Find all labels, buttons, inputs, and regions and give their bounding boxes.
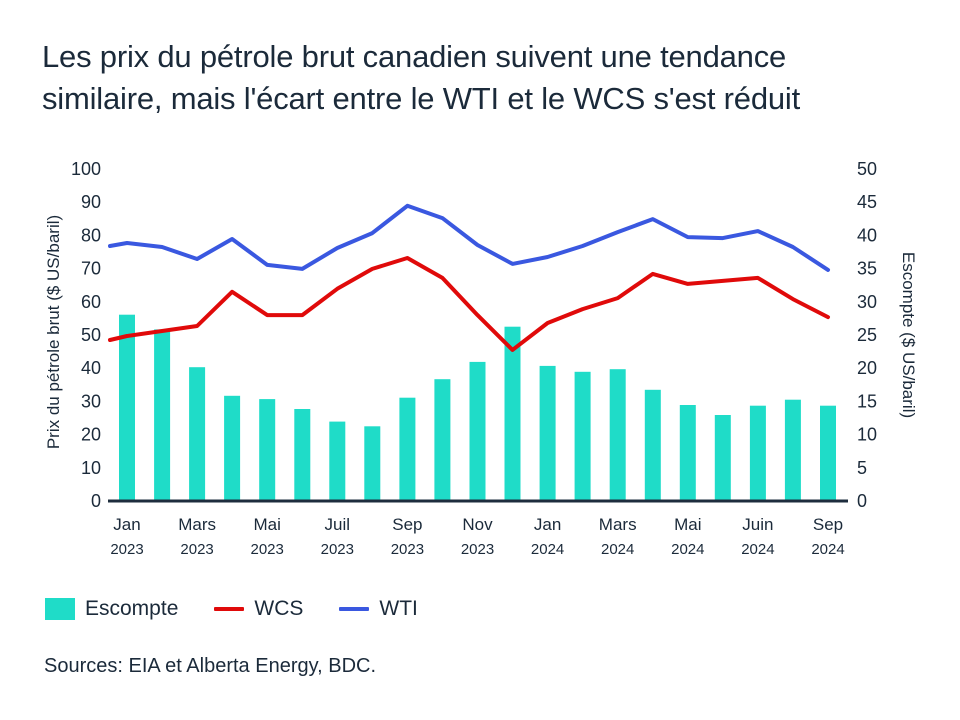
legend-swatch-wcs <box>214 607 245 611</box>
left-tick-label: 50 <box>81 325 101 345</box>
bar-escompte-2 <box>189 367 206 500</box>
legend-label-escompte: Escompte <box>85 597 179 620</box>
legend-label-wcs: WCS <box>254 597 304 620</box>
right-axis-ticks: 0 5 10 15 20 25 30 35 40 45 50 <box>857 159 877 511</box>
legend-item-escompte: Escompte <box>45 597 178 621</box>
x-tick-year: 2024 <box>601 541 634 558</box>
x-tick-year: 2024 <box>811 541 844 558</box>
left-tick-label: 30 <box>81 391 101 411</box>
legend-item-wti: WTI <box>339 597 418 621</box>
x-tick-year: 2023 <box>321 541 354 558</box>
x-tick-month: Sep <box>392 515 422 534</box>
escompte-bars <box>119 314 836 500</box>
source-note: Sources: EIA et Alberta Energy, BDC. <box>44 655 377 677</box>
left-axis-title: Prix du pétrole brut ($ US/baril) <box>44 215 63 449</box>
bar-escompte-3 <box>224 395 241 500</box>
bar-escompte-15 <box>644 389 661 500</box>
left-tick-label: 90 <box>81 192 101 212</box>
line-wti <box>108 203 830 272</box>
x-tick-month: Mai <box>674 515 701 534</box>
bar-escompte-18 <box>749 405 766 500</box>
bar-escompte-16 <box>679 405 696 500</box>
x-tick-year: 2023 <box>180 541 213 558</box>
x-tick-year: 2023 <box>391 541 424 558</box>
left-tick-label: 100 <box>71 159 101 179</box>
bar-escompte-19 <box>784 399 801 500</box>
right-tick-label: 45 <box>857 192 877 212</box>
line-wcs <box>108 256 830 352</box>
bar-escompte-8 <box>399 397 416 500</box>
x-tick-month: Jan <box>534 515 561 534</box>
legend-label-wti: WTI <box>379 597 418 620</box>
bar-escompte-1 <box>154 329 171 500</box>
left-tick-label: 0 <box>91 491 101 511</box>
left-tick-label: 20 <box>81 425 101 445</box>
x-tick-month: Jan <box>113 515 140 534</box>
x-tick-month: Sep <box>813 515 843 534</box>
right-tick-label: 25 <box>857 325 877 345</box>
chart-title: Les prix du pétrole brut canadien suiven… <box>42 36 942 120</box>
x-tick-month: Mars <box>599 515 637 534</box>
x-tick-month: Mars <box>178 515 216 534</box>
legend-item-wcs: WCS <box>214 597 303 621</box>
x-tick-month: Mai <box>253 515 280 534</box>
combo-chart: 0 10 20 30 40 50 60 70 80 90 100 0 5 10 15 20 25 30 35 40 4… <box>44 159 918 558</box>
price-lines <box>108 203 830 352</box>
right-tick-label: 5 <box>857 458 867 478</box>
legend: Escompte WCS WTI <box>45 597 454 621</box>
chart-title-line-1: Les prix du pétrole brut canadien suiven… <box>42 39 787 74</box>
right-tick-label: 35 <box>857 259 877 279</box>
left-tick-label: 10 <box>81 458 101 478</box>
chart-title-line-2: similaire, mais l'écart entre le WTI et … <box>42 81 801 116</box>
left-axis-ticks: 0 10 20 30 40 50 60 70 80 90 100 <box>71 159 101 511</box>
legend-swatch-wti <box>339 607 370 611</box>
bar-escompte-14 <box>609 369 626 500</box>
right-tick-label: 0 <box>857 491 867 511</box>
x-axis-ticks: Jan 2023 Mars 2023 Mai 2023 Juil 2023 Sep 2023 Nov… <box>110 515 844 558</box>
bar-escompte-10 <box>469 361 486 500</box>
bar-escompte-20 <box>820 405 836 500</box>
right-tick-label: 20 <box>857 358 877 378</box>
bar-escompte-0 <box>119 314 135 500</box>
right-tick-label: 15 <box>857 391 877 411</box>
bar-escompte-12 <box>539 365 556 500</box>
right-tick-label: 50 <box>857 159 877 179</box>
bar-escompte-17 <box>714 415 731 500</box>
right-tick-label: 30 <box>857 292 877 312</box>
x-tick-year: 2024 <box>671 541 704 558</box>
bar-escompte-4 <box>259 399 276 500</box>
x-tick-month: Juin <box>742 515 773 534</box>
bar-escompte-11 <box>504 326 521 500</box>
x-tick-year: 2023 <box>110 541 143 558</box>
x-tick-month: Nov <box>462 515 493 534</box>
bar-escompte-7 <box>364 426 381 500</box>
x-tick-month: Juil <box>325 515 351 534</box>
bar-escompte-13 <box>574 371 591 500</box>
right-tick-label: 10 <box>857 425 877 445</box>
left-tick-label: 80 <box>81 225 101 245</box>
bar-escompte-9 <box>434 379 451 500</box>
bar-escompte-6 <box>329 421 346 500</box>
right-tick-label: 40 <box>857 225 877 245</box>
right-axis-title: Escompte ($ US/baril) <box>899 252 918 418</box>
x-tick-year: 2023 <box>251 541 284 558</box>
x-tick-year: 2024 <box>531 541 564 558</box>
legend-swatch-escompte <box>45 598 75 620</box>
bar-escompte-5 <box>294 409 311 500</box>
x-tick-year: 2023 <box>461 541 494 558</box>
x-tick-year: 2024 <box>741 541 774 558</box>
left-tick-label: 40 <box>81 358 101 378</box>
left-tick-label: 60 <box>81 292 101 312</box>
left-tick-label: 70 <box>81 259 101 279</box>
